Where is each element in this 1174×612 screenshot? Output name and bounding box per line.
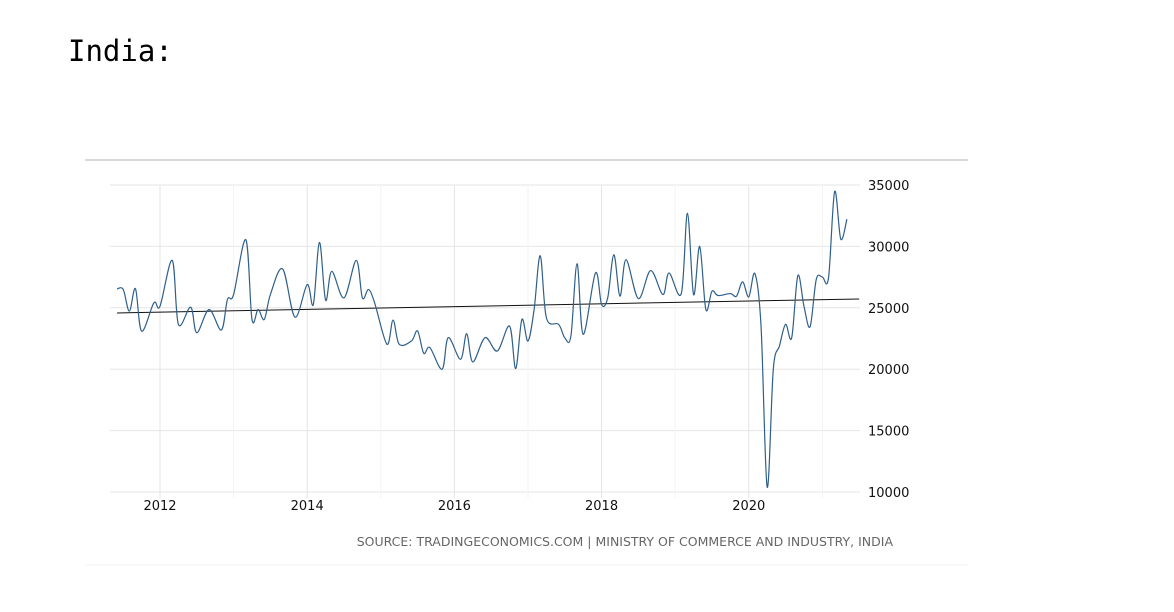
grid: [110, 184, 860, 498]
y-tick-label: 30000: [868, 240, 909, 255]
page-title: India:: [68, 34, 173, 68]
y-tick-label: 20000: [868, 363, 909, 378]
trend-line: [117, 298, 860, 314]
y-tick-label: 15000: [868, 425, 909, 440]
y-tick-label: 35000: [868, 179, 909, 194]
y-tick-label: 25000: [868, 302, 909, 317]
x-axis: 2012 2014 2016 2018 2020: [143, 499, 765, 514]
series-line: [116, 191, 848, 488]
y-axis: 35000 30000 25000 20000 15000 10000: [868, 179, 909, 501]
x-tick-label: 2012: [143, 499, 176, 514]
chart-frame: [85, 160, 968, 565]
x-tick-label: 2018: [585, 499, 618, 514]
y-tick-label: 10000: [868, 486, 909, 501]
source-label: SOURCE: TRADINGECONOMICS.COM | MINISTRY …: [357, 534, 894, 549]
x-tick-label: 2014: [291, 499, 324, 514]
x-tick-label: 2016: [438, 499, 471, 514]
x-tick-label: 2020: [732, 499, 765, 514]
